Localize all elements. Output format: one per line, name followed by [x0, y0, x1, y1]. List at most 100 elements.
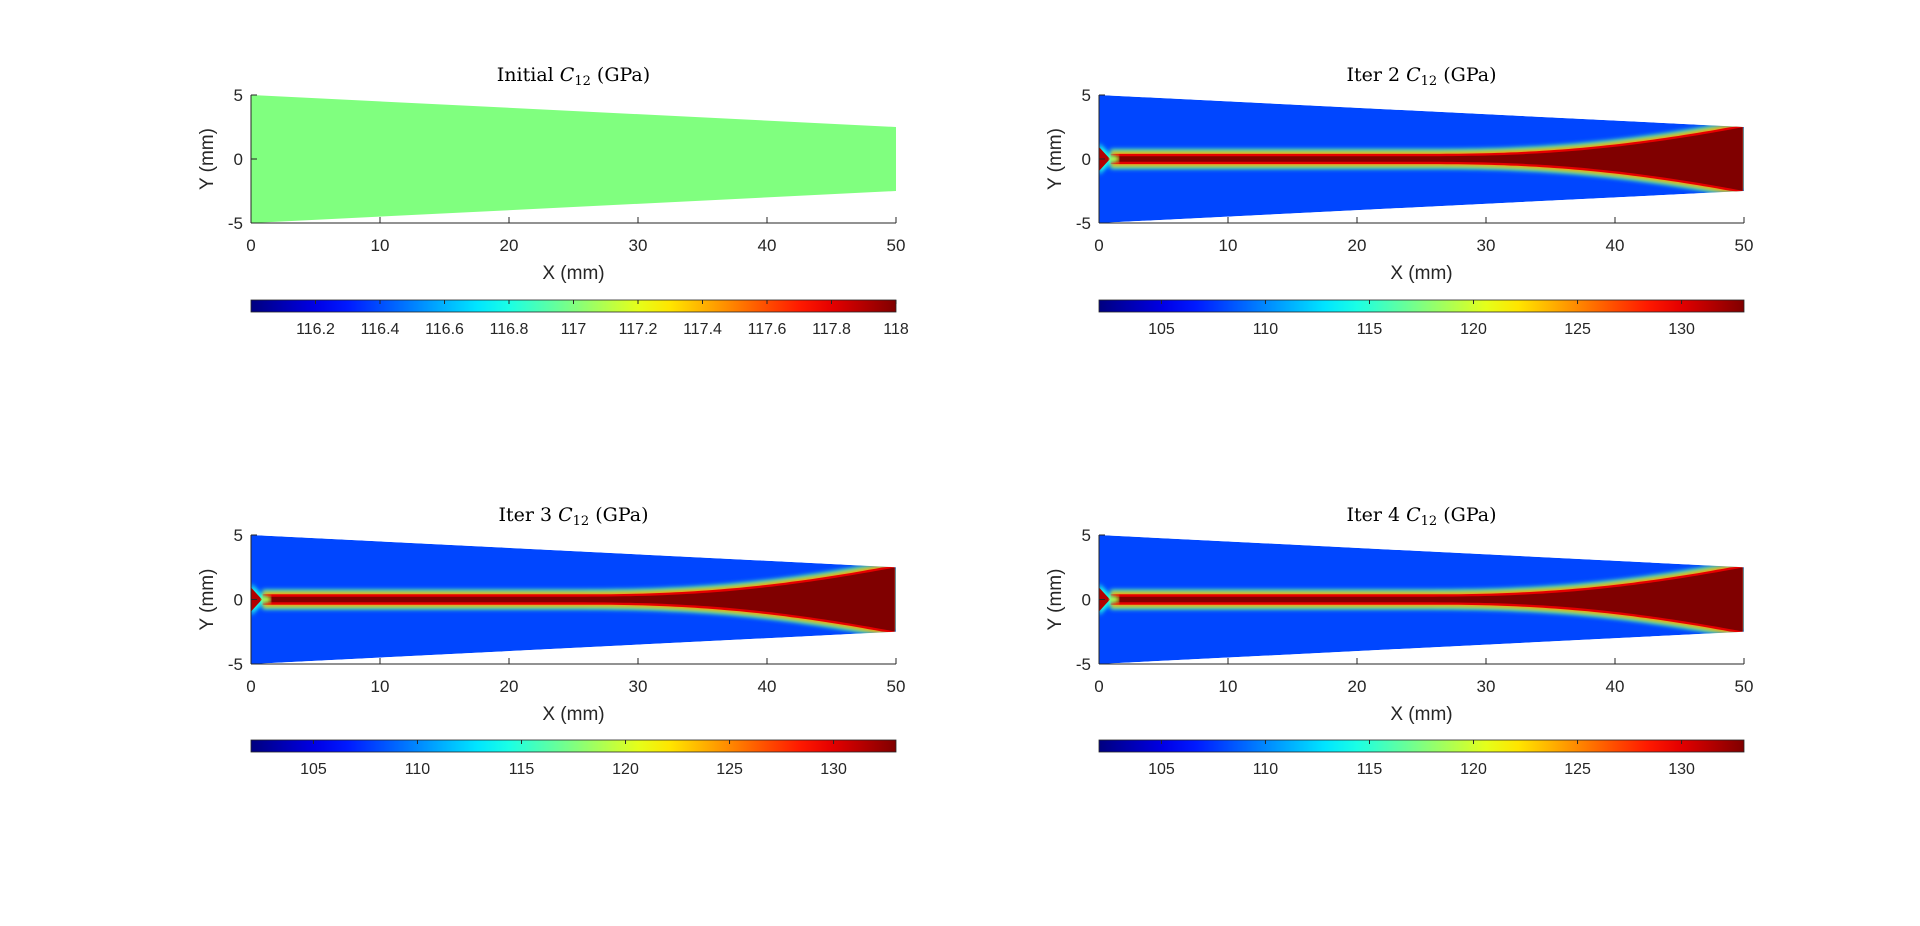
- x-tick-label: 10: [371, 236, 390, 255]
- x-axis-label: X (mm): [1390, 263, 1452, 284]
- left-edge-neck: [1109, 156, 1119, 162]
- subplot-title: Initial C12 (GPa): [497, 64, 650, 89]
- colorbar-tick-label: 117.6: [748, 321, 787, 338]
- field-group: [251, 535, 896, 664]
- y-tick-label: 0: [1082, 591, 1091, 610]
- colorbar-tick-label: 116.2: [296, 321, 335, 338]
- x-tick-label: 30: [1477, 677, 1496, 696]
- colorbar-tick-label: 110: [405, 761, 431, 778]
- subplot-title: Iter 4 C12 (GPa): [1346, 504, 1496, 529]
- colorbar-tick-label: 105: [300, 761, 327, 778]
- title-prefix: Iter 3: [498, 504, 558, 526]
- x-tick-label: 50: [887, 236, 906, 255]
- x-tick-label: 0: [246, 236, 255, 255]
- x-tick-label: 0: [1094, 677, 1103, 696]
- colorbar-tick-label: 125: [716, 761, 743, 778]
- y-tick-label: -5: [1076, 214, 1091, 233]
- x-axis-label: X (mm): [542, 263, 604, 284]
- x-tick-label: 40: [1606, 677, 1625, 696]
- band-core: [262, 567, 895, 632]
- title-prefix: Initial: [497, 64, 560, 86]
- title-suffix: (GPa): [1437, 504, 1496, 526]
- y-tick-label: -5: [1076, 655, 1091, 674]
- colorbar-tick-label: 115: [1357, 761, 1383, 778]
- colorbar-tick-label: 117.2: [619, 321, 658, 338]
- y-tick-label: 5: [234, 526, 243, 545]
- x-tick-label: 10: [1219, 236, 1238, 255]
- colorbar-tick-label: 110: [1253, 761, 1279, 778]
- y-tick-label: -5: [228, 214, 243, 233]
- colorbar: [250, 739, 897, 753]
- colorbar: [1098, 299, 1745, 313]
- title-subscript: 12: [573, 514, 590, 529]
- colorbar-tick-label: 116.6: [425, 321, 464, 338]
- colorbar: [1098, 739, 1745, 753]
- y-axis-label: Y (mm): [197, 128, 218, 190]
- colorbar-tick-label: 105: [1148, 761, 1175, 778]
- band-core: [1110, 567, 1743, 632]
- x-tick-label: 30: [629, 236, 648, 255]
- colorbar-tick-label: 130: [820, 761, 847, 778]
- field-group: [1099, 535, 1744, 664]
- left-edge-neck: [261, 596, 271, 603]
- left-edge-neck: [1109, 596, 1119, 603]
- colorbar-tick-label: 117: [561, 321, 587, 338]
- field-group: [1099, 95, 1744, 223]
- x-tick-label: 20: [1348, 677, 1367, 696]
- title-symbol: C: [560, 64, 575, 86]
- x-tick-label: 0: [1094, 236, 1103, 255]
- x-tick-label: 0: [246, 677, 255, 696]
- colorbar-tick-label: 120: [1460, 321, 1487, 338]
- colorbar-tick-label: 125: [1564, 761, 1591, 778]
- colorbar-tick-label: 110: [1253, 321, 1279, 338]
- band-core: [1110, 127, 1743, 191]
- colorbar-tick-label: 120: [612, 761, 639, 778]
- title-symbol: C: [1406, 504, 1421, 526]
- x-tick-label: 40: [758, 236, 777, 255]
- x-tick-label: 40: [1606, 236, 1625, 255]
- title-subscript: 12: [574, 74, 591, 89]
- title-suffix: (GPa): [589, 504, 648, 526]
- x-tick-label: 50: [1735, 236, 1754, 255]
- y-tick-label: 5: [234, 86, 243, 105]
- y-axis-label: Y (mm): [197, 569, 218, 631]
- subplot-title: Iter 3 C12 (GPa): [498, 504, 648, 529]
- colorbar-tick-label: 125: [1564, 321, 1591, 338]
- x-tick-label: 10: [371, 677, 390, 696]
- y-axis-label: Y (mm): [1045, 569, 1066, 631]
- colorbar-tick-label: 120: [1460, 761, 1487, 778]
- colorbar-tick-label: 130: [1668, 761, 1695, 778]
- title-prefix: Iter 2: [1346, 64, 1406, 86]
- x-tick-label: 20: [1348, 236, 1367, 255]
- colorbar-tick-label: 118: [883, 321, 909, 338]
- x-axis-label: X (mm): [542, 704, 604, 725]
- y-tick-label: 0: [1082, 150, 1091, 169]
- colorbar-tick-label: 115: [1357, 321, 1383, 338]
- colorbar-tick-label: 105: [1148, 321, 1175, 338]
- x-tick-label: 40: [758, 677, 777, 696]
- colorbar-tick-label: 116.8: [490, 321, 529, 338]
- title-symbol: C: [1406, 64, 1421, 86]
- title-subscript: 12: [1421, 514, 1438, 529]
- colorbar-tick-label: 117.8: [812, 321, 851, 338]
- colorbar-tick-label: 130: [1668, 321, 1695, 338]
- y-tick-label: 0: [234, 150, 243, 169]
- title-symbol: C: [558, 504, 573, 526]
- title-subscript: 12: [1421, 74, 1438, 89]
- colorbar-tick-label: 116.4: [361, 321, 400, 338]
- y-axis-label: Y (mm): [1045, 128, 1066, 190]
- x-tick-label: 30: [1477, 236, 1496, 255]
- domain-field: [251, 95, 896, 223]
- x-tick-label: 50: [1735, 677, 1754, 696]
- y-tick-label: -5: [228, 655, 243, 674]
- title-prefix: Iter 4: [1346, 504, 1406, 526]
- x-tick-label: 10: [1219, 677, 1238, 696]
- y-tick-label: 5: [1082, 86, 1091, 105]
- y-tick-label: 5: [1082, 526, 1091, 545]
- x-tick-label: 50: [887, 677, 906, 696]
